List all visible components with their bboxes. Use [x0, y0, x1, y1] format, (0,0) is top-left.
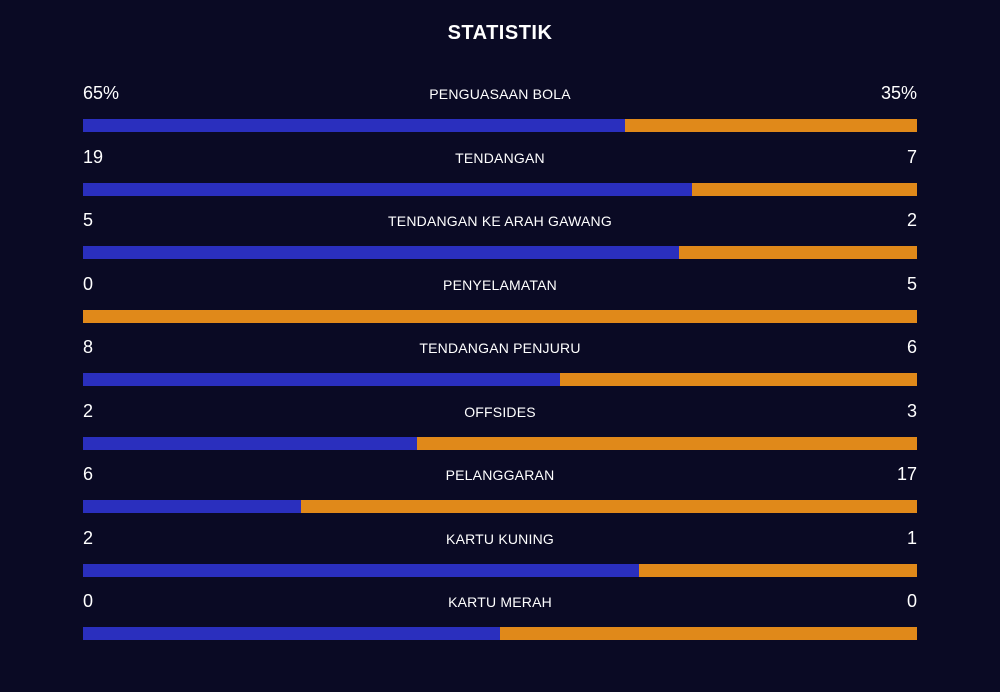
- away-value: 17: [896, 464, 917, 484]
- home-value: 6: [83, 464, 94, 484]
- away-value: 3: [906, 400, 917, 421]
- stat-label: KARTU KUNING: [446, 530, 554, 547]
- stat-label: TENDANGAN PENJURU: [419, 340, 581, 356]
- away-value: 35%: [880, 83, 917, 103]
- away-value: 1: [906, 527, 917, 548]
- home-bar-segment: [83, 563, 640, 577]
- stats-list: 65% PENGUASAAN BOLA 35% 19 TENDANGAN 7 5…: [83, 78, 917, 650]
- stat-label: PENYELAMATAN: [443, 276, 557, 293]
- stat-label: PELANGGARAN: [445, 467, 555, 483]
- stat-row-shots-on-target: 5 TENDANGAN KE ARAH GAWANG 2: [83, 205, 917, 269]
- stat-row-yellow-cards: 2 KARTU KUNING 1: [83, 523, 917, 587]
- away-bar-segment: [83, 309, 917, 323]
- comparison-bar: [83, 182, 917, 196]
- home-value: 8: [83, 337, 94, 357]
- stat-row-ball-possession: 65% PENGUASAAN BOLA 35%: [83, 78, 917, 142]
- page-title: STATISTIK: [447, 22, 553, 44]
- comparison-bar: [83, 373, 917, 386]
- away-value: 7: [906, 146, 917, 167]
- home-bar-segment: [83, 436, 417, 450]
- comparison-bar: [83, 436, 917, 450]
- comparison-bar: [83, 119, 917, 132]
- away-value: 5: [906, 273, 917, 294]
- away-bar-segment: [500, 627, 917, 640]
- stat-row-shots: 19 TENDANGAN 7: [83, 142, 917, 206]
- stat-label: PENGUASAAN BOLA: [429, 86, 571, 102]
- stat-label: TENDANGAN KE ARAH GAWANG: [388, 213, 612, 229]
- home-value: 2: [83, 527, 94, 548]
- home-bar-segment: [83, 182, 693, 196]
- home-value: 19: [83, 146, 104, 167]
- stat-row-corners: 8 TENDANGAN PENJURU 6: [83, 332, 917, 396]
- home-bar-segment: [83, 500, 301, 513]
- stat-label: TENDANGAN: [455, 149, 545, 166]
- away-value: 6: [906, 337, 917, 357]
- home-value: 0: [83, 591, 94, 611]
- comparison-bar: [83, 627, 917, 640]
- away-bar-segment: [678, 246, 917, 259]
- away-bar-segment: [625, 119, 917, 132]
- stat-label: OFFSIDES: [464, 403, 536, 420]
- home-value: 2: [83, 400, 94, 421]
- stat-row-offsides: 2 OFFSIDES 3: [83, 396, 917, 460]
- away-value: 2: [906, 210, 917, 230]
- stat-row-red-cards: 0 KARTU MERAH 0: [83, 586, 917, 650]
- comparison-bar: [83, 309, 917, 323]
- away-value: 0: [906, 591, 917, 611]
- stat-row-saves: 0 PENYELAMATAN 5: [83, 269, 917, 333]
- home-bar-segment: [83, 373, 560, 386]
- away-bar-segment: [416, 436, 917, 450]
- away-bar-segment: [559, 373, 917, 386]
- away-bar-segment: [639, 563, 917, 577]
- comparison-bar: [83, 563, 917, 577]
- home-value: 5: [83, 210, 94, 230]
- comparison-bar: [83, 500, 917, 513]
- home-value: 0: [83, 273, 94, 294]
- comparison-bar: [83, 246, 917, 259]
- away-bar-segment: [692, 182, 917, 196]
- stat-row-fouls: 6 PELANGGARAN 17: [83, 459, 917, 523]
- home-bar-segment: [83, 119, 626, 132]
- away-bar-segment: [300, 500, 917, 513]
- stat-label: KARTU MERAH: [448, 594, 552, 610]
- home-bar-segment: [83, 246, 679, 259]
- home-bar-segment: [83, 627, 500, 640]
- home-value: 65%: [83, 83, 120, 103]
